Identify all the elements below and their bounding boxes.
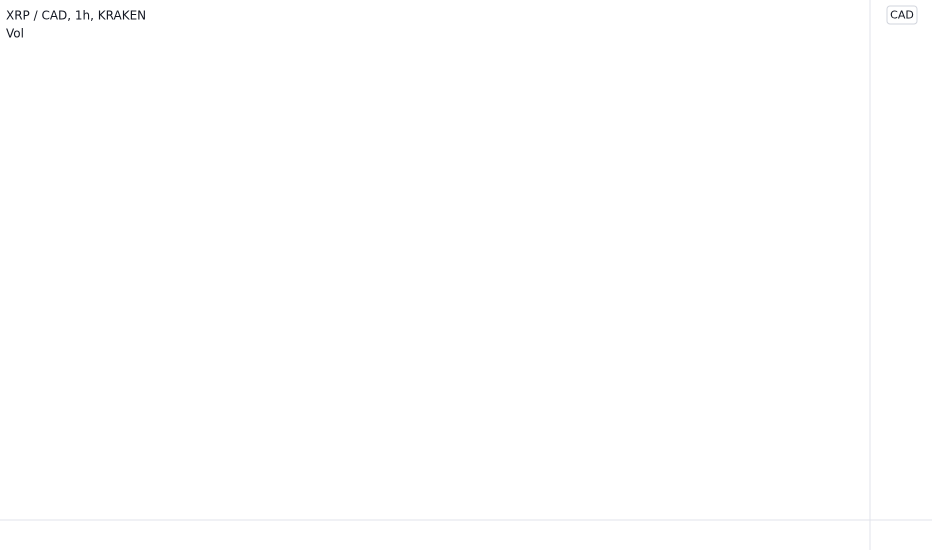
currency-box[interactable] [886,5,918,25]
chart-title: XRP / CAD, 1h, KRAKEN [6,9,146,23]
currency[interactable]: CAD [890,9,914,22]
volume-label: Vol [6,27,24,41]
